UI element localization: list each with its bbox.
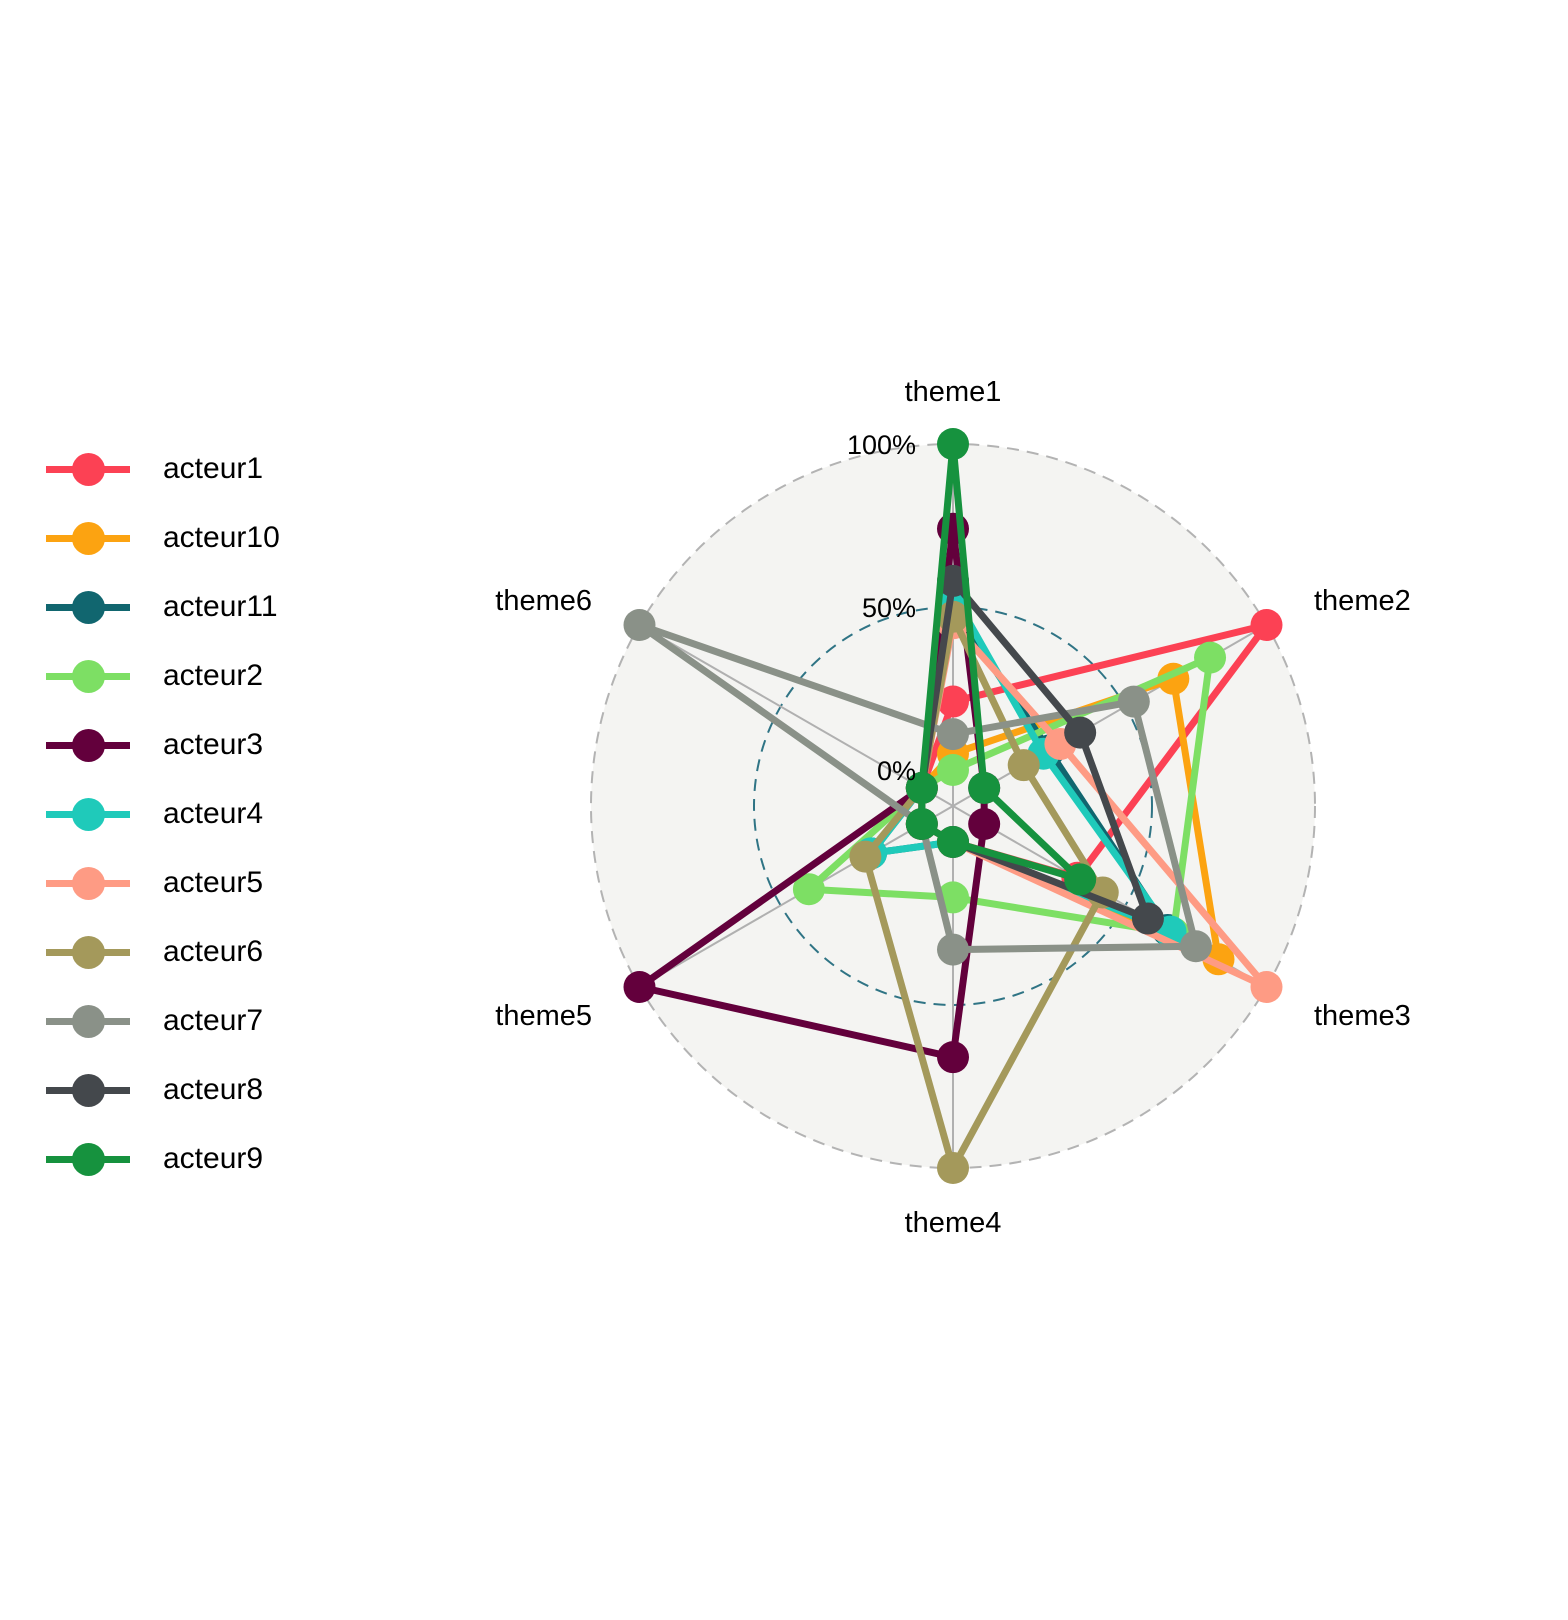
- data-point[interactable]: [792, 873, 825, 906]
- series-acteur7: [623, 609, 1212, 966]
- legend-label: acteur2: [163, 659, 264, 692]
- legend-dot-marker-icon: [72, 867, 105, 900]
- data-point[interactable]: [1131, 902, 1164, 935]
- legend-item-acteur1[interactable]: acteur1: [46, 438, 346, 507]
- data-point[interactable]: [937, 1041, 969, 1074]
- data-point[interactable]: [937, 1152, 969, 1184]
- tick-label: 50%: [862, 593, 916, 623]
- legend-label: acteur5: [163, 866, 264, 899]
- legend-label: acteur4: [163, 797, 264, 830]
- data-point[interactable]: [1250, 609, 1283, 641]
- legend-dot-marker-icon: [72, 1005, 105, 1038]
- data-point[interactable]: [849, 840, 882, 873]
- legend-dot-marker-icon: [72, 729, 105, 762]
- data-point[interactable]: [1064, 863, 1097, 896]
- legend-item-acteur5[interactable]: acteur5: [46, 852, 346, 921]
- legend-dot-marker-icon: [72, 453, 105, 486]
- data-point[interactable]: [937, 564, 969, 597]
- data-point[interactable]: [937, 718, 969, 751]
- legend-label: acteur3: [163, 728, 264, 761]
- data-point[interactable]: [968, 772, 1001, 804]
- data-point[interactable]: [968, 808, 1001, 840]
- data-point[interactable]: [937, 754, 969, 786]
- legend-item-acteur4[interactable]: acteur4: [46, 783, 346, 852]
- series-acteur9: [905, 428, 1097, 896]
- legend-item-acteur6[interactable]: acteur6: [46, 921, 346, 990]
- data-point[interactable]: [937, 428, 969, 460]
- legend-item-acteur8[interactable]: acteur8: [46, 1059, 346, 1128]
- legend-item-acteur10[interactable]: acteur10: [46, 507, 346, 576]
- legend-label: acteur11: [163, 590, 278, 623]
- data-point[interactable]: [623, 971, 656, 1003]
- legend-dot-marker-icon: [72, 522, 105, 555]
- data-point[interactable]: [1064, 716, 1097, 749]
- legend-item-acteur3[interactable]: acteur3: [46, 714, 346, 783]
- data-point[interactable]: [1194, 641, 1227, 674]
- legend-label: acteur10: [163, 521, 280, 554]
- legend: acteur1 acteur10 acteur11 acteur2 acteur3 act…: [46, 438, 346, 1197]
- legend-dot-marker-icon: [72, 936, 105, 969]
- data-point[interactable]: [1117, 685, 1150, 718]
- axis-label-theme3: theme3: [1314, 1000, 1411, 1032]
- tick-label: 100%: [847, 430, 916, 460]
- data-point[interactable]: [1250, 971, 1283, 1003]
- axis-label-theme5: theme5: [495, 1000, 592, 1032]
- legend-item-acteur9[interactable]: acteur9: [46, 1128, 346, 1197]
- data-point[interactable]: [937, 826, 969, 858]
- data-point[interactable]: [905, 772, 938, 804]
- radar-series: [623, 428, 1283, 1184]
- tick-label: 0%: [877, 756, 916, 786]
- legend-label: acteur7: [163, 1004, 264, 1037]
- legend-label: acteur8: [163, 1073, 264, 1106]
- data-point[interactable]: [905, 808, 938, 840]
- legend-label: acteur6: [163, 935, 264, 968]
- legend-dot-marker-icon: [72, 798, 105, 831]
- legend-item-acteur11[interactable]: acteur11: [46, 576, 346, 645]
- data-point[interactable]: [937, 933, 969, 966]
- axis-label-theme2: theme2: [1314, 585, 1411, 617]
- legend-dot-marker-icon: [72, 1143, 105, 1176]
- axis-label-theme4: theme4: [905, 1207, 1002, 1239]
- data-point[interactable]: [623, 609, 656, 641]
- legend-item-acteur7[interactable]: acteur7: [46, 990, 346, 1059]
- data-point[interactable]: [1179, 930, 1212, 963]
- axis-label-theme6: theme6: [495, 585, 592, 617]
- legend-dot-marker-icon: [72, 1074, 105, 1107]
- data-point[interactable]: [937, 685, 969, 718]
- legend-label: acteur9: [163, 1142, 264, 1175]
- axis-label-theme1: theme1: [905, 376, 1002, 408]
- legend-dot-marker-icon: [72, 591, 105, 624]
- legend-item-acteur2[interactable]: acteur2: [46, 645, 346, 714]
- legend-dot-marker-icon: [72, 660, 105, 693]
- data-point[interactable]: [1007, 749, 1040, 782]
- mid-grid-circle: [753, 606, 1153, 1006]
- axis-labels: theme1 theme2 theme3 theme4 theme5 theme6 0% 50…: [495, 376, 1410, 1239]
- axis-spoke: [638, 624, 954, 807]
- legend-label: acteur1: [163, 452, 264, 485]
